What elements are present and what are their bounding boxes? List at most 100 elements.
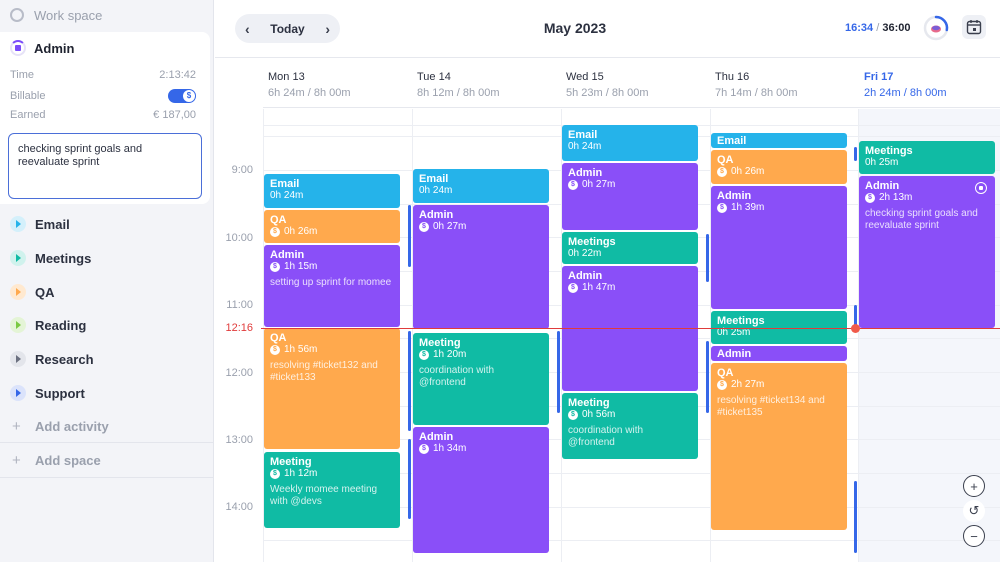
billable-toggle[interactable] (168, 89, 196, 103)
event-tue-meeting[interactable]: Meeting $1h 20m coordination with @front… (413, 333, 549, 425)
plus-icon: + (12, 417, 21, 435)
billable-icon: $ (270, 262, 280, 272)
current-activity-card: Admin Time 2:13:42 Billable Earned € 187… (0, 32, 210, 204)
event-thu-admin[interactable]: Admin $1h 39m (711, 186, 847, 309)
date-navigation: ‹ Today › (235, 14, 340, 43)
event-title: Meetings (717, 315, 765, 327)
event-fri-meetings[interactable]: Meetings 0h 25m (859, 141, 995, 174)
event-title: Admin (419, 209, 454, 221)
event-tue-admin-2[interactable]: Admin $1h 34m (413, 427, 549, 553)
sidebar: Work space Admin Time 2:13:42 Billable E… (0, 0, 214, 562)
workspace-switcher[interactable]: Work space (0, 0, 214, 30)
day-header-tue[interactable]: Tue 14 8h 12m / 8h 00m (412, 60, 561, 108)
column-divider (858, 109, 859, 562)
event-wed-admin[interactable]: Admin $0h 27m (562, 163, 698, 230)
event-duration-row: $0h 26m (717, 166, 841, 178)
zoom-out-icon[interactable]: − (963, 525, 985, 547)
activity-email[interactable]: Email (0, 207, 214, 241)
event-tue-email[interactable]: Email 0h 24m (413, 169, 549, 203)
event-duration: 1h 39m (731, 202, 765, 213)
time-value: 2:13:42 (159, 69, 196, 81)
activity-meetings[interactable]: Meetings (0, 241, 214, 275)
event-title: Email (717, 135, 747, 147)
event-description: checking sprint goals and reevaluate spr… (865, 208, 978, 231)
event-thu-qa-2[interactable]: QA $2h 27m resolving #ticket134 and #tic… (711, 363, 847, 530)
divider (0, 477, 214, 478)
activity-label: Email (35, 216, 70, 232)
event-description: Weekly momee meeting with @devs (270, 484, 378, 507)
billable-icon: $ (568, 180, 578, 190)
activity-label: Research (35, 351, 94, 367)
chevron-left-icon[interactable]: ‹ (245, 20, 250, 37)
zoom-in-icon[interactable]: + (963, 475, 985, 497)
grid-line (263, 473, 1000, 474)
note-input[interactable]: checking sprint goals and reevaluate spr… (8, 133, 202, 199)
event-duration: 1h 12m (284, 468, 318, 479)
activity-support[interactable]: Support (0, 376, 214, 410)
event-duration: 0h 26m (731, 166, 765, 177)
play-icon[interactable] (10, 385, 26, 401)
calendar-icon (966, 20, 982, 35)
day-header-fri[interactable]: Fri 17 2h 24m / 8h 00m (859, 60, 1000, 108)
event-wed-email[interactable]: Email 0h 24m (562, 125, 698, 161)
timer-running-icon[interactable] (10, 40, 26, 56)
play-icon[interactable] (10, 250, 26, 266)
calendar-picker-button[interactable] (962, 15, 986, 39)
event-thu-admin-2[interactable]: Admin (711, 346, 847, 361)
today-button[interactable]: Today (270, 21, 305, 36)
event-tue-admin[interactable]: Admin $0h 27m (413, 205, 549, 329)
event-thu-email[interactable]: Email (711, 133, 847, 148)
activity-research[interactable]: Research (0, 342, 214, 376)
play-icon[interactable] (10, 216, 26, 232)
event-duration: 0h 24m (419, 185, 453, 196)
play-icon[interactable] (10, 351, 26, 367)
billable-icon: $ (717, 203, 727, 213)
event-mon-qa-2[interactable]: QA $1h 56m resolving #ticket132 and #tic… (264, 328, 400, 449)
event-thu-qa[interactable]: QA $0h 26m (711, 150, 847, 184)
day-header-mon[interactable]: Mon 13 6h 24m / 8h 00m (263, 60, 412, 108)
billable-row: Billable (10, 89, 196, 103)
event-title: Email (568, 129, 598, 141)
column-divider (412, 109, 413, 562)
event-thu-meetings[interactable]: Meetings 0h 25m (711, 311, 847, 344)
add-activity-button[interactable]: + Add activity (0, 409, 214, 443)
activity-qa[interactable]: QA (0, 275, 214, 309)
event-title: Admin (270, 249, 305, 261)
add-space-button[interactable]: + Add space (0, 443, 214, 477)
current-time-label: 12:16 (225, 322, 253, 334)
day-header-wed[interactable]: Wed 15 5h 23m / 8h 00m (561, 60, 710, 108)
reset-zoom-icon[interactable]: ↺ (963, 500, 985, 522)
event-description: coordination with @frontend (419, 365, 495, 388)
event-title: Meetings (568, 236, 616, 248)
play-icon[interactable] (10, 284, 26, 300)
calendar-grid[interactable]: 9:00 10:00 11:00 12:00 13:00 14:00 Email… (215, 109, 1000, 562)
current-activity-title: Admin (34, 40, 75, 56)
activity-label: Meetings (35, 250, 92, 266)
event-fri-admin-running[interactable]: Admin $2h 13m checking sprint goals and … (859, 176, 995, 328)
event-mon-admin[interactable]: Admin $1h 15m setting up sprint for mome… (264, 245, 400, 327)
chevron-right-icon[interactable]: › (325, 20, 330, 37)
play-icon[interactable] (10, 317, 26, 333)
day-header-thu[interactable]: Thu 16 7h 14m / 8h 00m (710, 60, 859, 108)
event-duration-row: $2h 27m (717, 379, 841, 391)
billable-icon: $ (419, 444, 429, 454)
event-duration: 0h 24m (568, 141, 602, 152)
event-description: setting up sprint for momee (270, 277, 392, 288)
event-wed-meeting[interactable]: Meeting $0h 56m coordination with @front… (562, 393, 698, 459)
event-mon-email[interactable]: Email 0h 24m (264, 174, 400, 208)
month-title: May 2023 (543, 20, 607, 36)
event-mon-qa[interactable]: QA $0h 26m (264, 210, 400, 243)
event-mon-meeting[interactable]: Meeting $1h 12m Weekly momee meeting wit… (264, 452, 400, 528)
stop-timer-icon[interactable] (975, 182, 987, 194)
progress-ring-icon[interactable] (922, 14, 950, 42)
day-summary: 7h 14m / 8h 00m (715, 87, 798, 99)
hour-label: 12:00 (225, 367, 253, 379)
current-activity-header[interactable]: Admin (10, 40, 74, 56)
hour-label: 14:00 (225, 501, 253, 513)
event-duration: 1h 56m (284, 344, 318, 355)
event-duration-row: $1h 56m (270, 344, 394, 356)
billable-icon: $ (419, 350, 429, 360)
tracked-time-bar (408, 439, 411, 519)
event-wed-meetings[interactable]: Meetings 0h 22m (562, 232, 698, 264)
activity-reading[interactable]: Reading (0, 308, 214, 342)
